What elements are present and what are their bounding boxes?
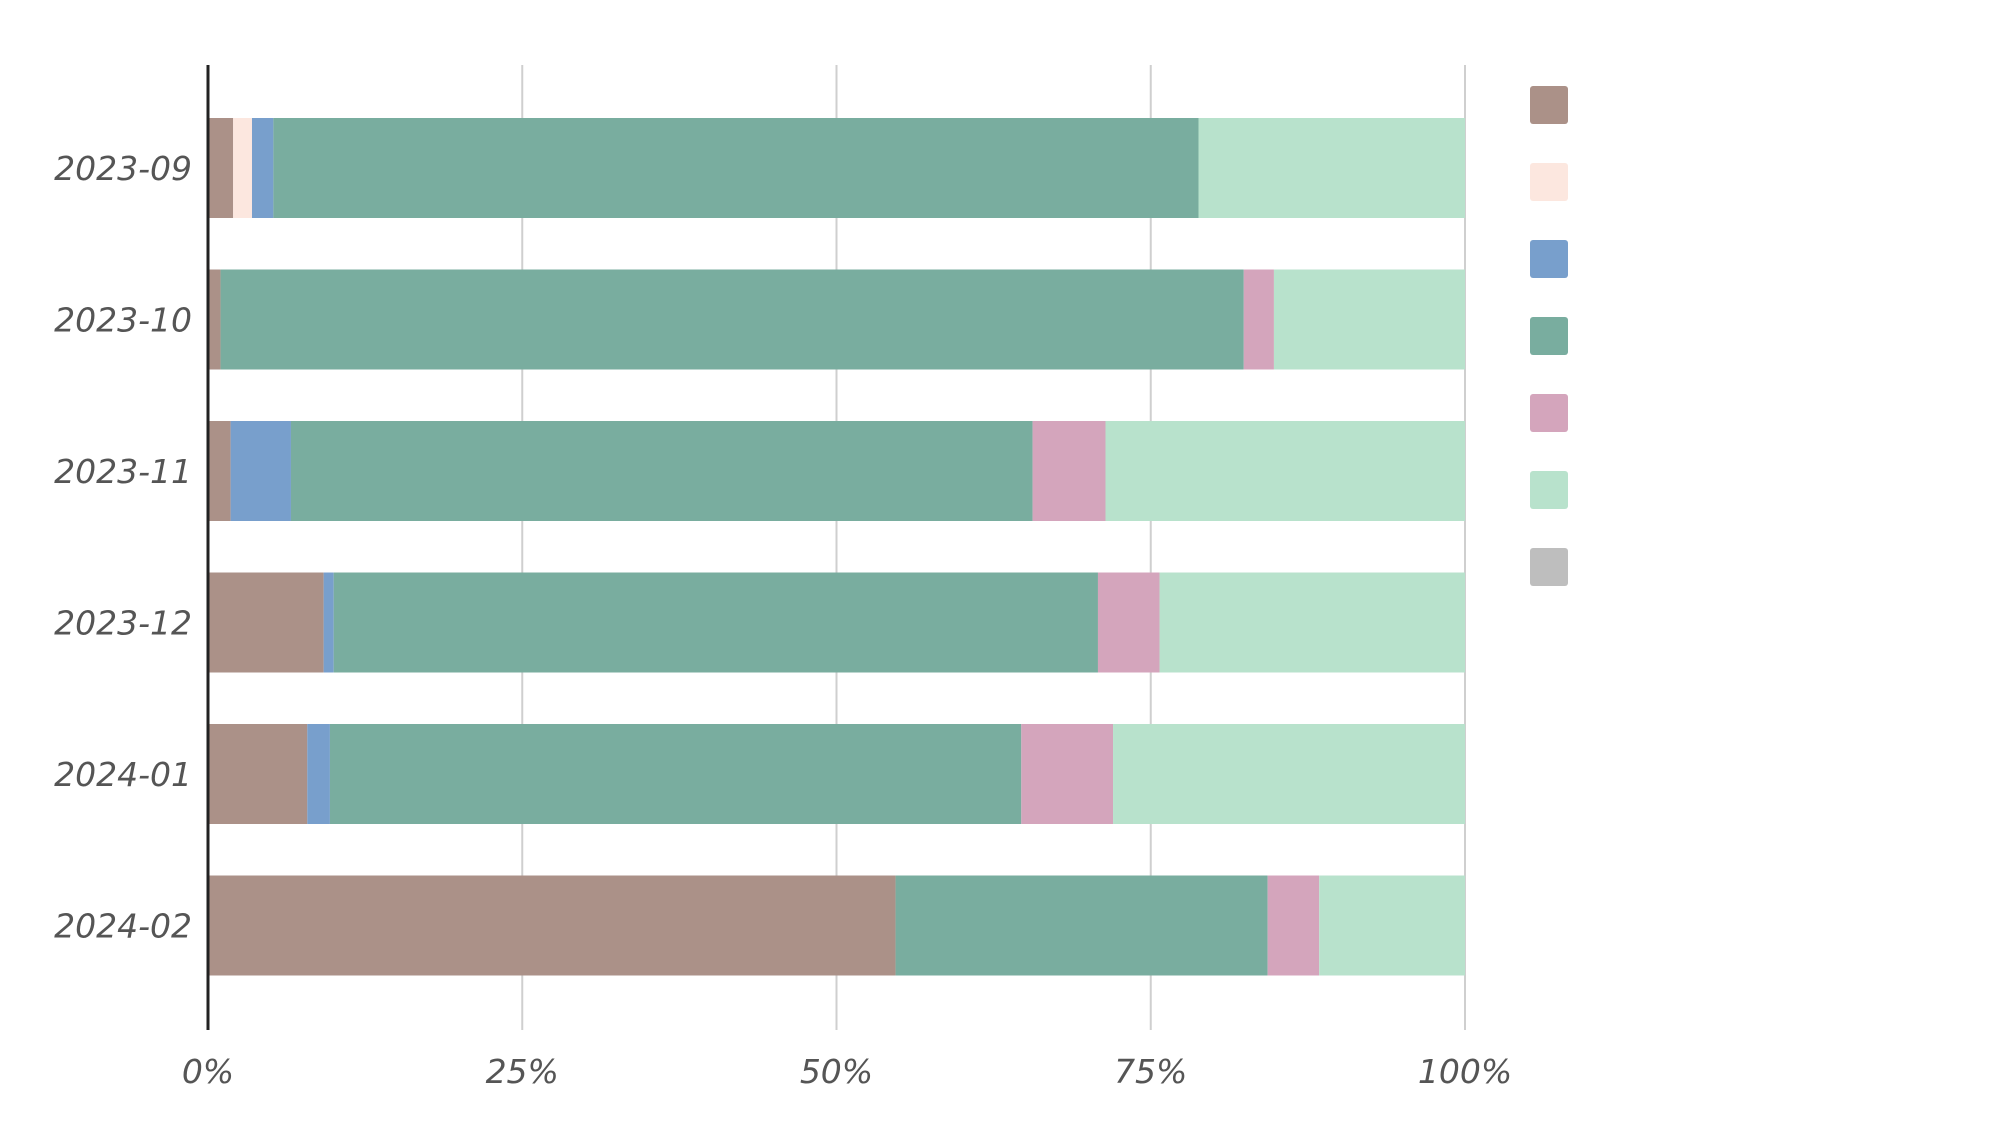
legend-item bbox=[1530, 220, 1742, 297]
legend-swatch bbox=[1530, 162, 1568, 201]
bar-segment bbox=[1267, 875, 1320, 976]
legend-item bbox=[1530, 297, 1742, 374]
bar-segment bbox=[273, 118, 1199, 218]
legend-label-redacted bbox=[1592, 86, 1742, 123]
bars bbox=[208, 118, 1465, 976]
legend-item bbox=[1530, 143, 1742, 220]
legend-swatch bbox=[1530, 85, 1568, 124]
y-tick-label: 2023-11 bbox=[54, 452, 192, 491]
legend-label-redacted bbox=[1592, 548, 1742, 585]
x-tick-labels: 0% 25% 50% 75% 100% bbox=[182, 1052, 1512, 1091]
bar-segment bbox=[1243, 269, 1274, 370]
legend-swatch bbox=[1530, 393, 1568, 432]
x-tick-label: 75% bbox=[1114, 1052, 1187, 1091]
x-tick-label: 25% bbox=[486, 1052, 559, 1091]
legend bbox=[1530, 66, 1742, 605]
y-tick-labels: 2023-09 2023-10 2023-11 2023-12 2024-01 2024-… bbox=[54, 149, 192, 946]
legend-swatch bbox=[1530, 470, 1568, 509]
bar-segment bbox=[1273, 269, 1465, 370]
legend-label-redacted bbox=[1592, 240, 1742, 277]
bar-segment bbox=[208, 572, 324, 673]
bar-segment bbox=[290, 421, 1033, 521]
bar-segment bbox=[333, 572, 1098, 673]
bar-segment bbox=[1032, 421, 1106, 521]
bar-segment bbox=[329, 724, 1022, 824]
bar-segment bbox=[1198, 118, 1465, 218]
bar-segment bbox=[208, 269, 221, 370]
legend-item bbox=[1530, 66, 1742, 143]
bar-segment bbox=[307, 724, 330, 824]
bar-segment bbox=[1105, 421, 1465, 521]
legend-item bbox=[1530, 374, 1742, 451]
x-tick-label: 50% bbox=[800, 1052, 873, 1091]
bar-segment bbox=[208, 421, 231, 521]
x-tick-label: 0% bbox=[182, 1052, 234, 1091]
bar-segment bbox=[208, 724, 308, 824]
legend-label-redacted bbox=[1592, 163, 1742, 200]
bar-segment bbox=[1097, 572, 1160, 673]
y-tick-label: 2023-09 bbox=[54, 149, 192, 188]
legend-item bbox=[1530, 451, 1742, 528]
legend-label-redacted bbox=[1592, 394, 1742, 431]
bar-segment bbox=[323, 572, 334, 673]
bar-segment bbox=[230, 421, 291, 521]
y-tick-label: 2023-10 bbox=[54, 301, 192, 340]
bar-segment bbox=[208, 118, 234, 218]
bar-segment bbox=[1159, 572, 1465, 673]
bar-segment bbox=[220, 269, 1244, 370]
x-tick-label: 100% bbox=[1418, 1052, 1512, 1091]
bar-segment bbox=[895, 875, 1268, 976]
y-tick-label: 2024-01 bbox=[54, 755, 192, 794]
bar-segment bbox=[1021, 724, 1114, 824]
bar-segment bbox=[251, 118, 274, 218]
bar-segment bbox=[1113, 724, 1465, 824]
y-tick-label: 2023-12 bbox=[54, 604, 192, 643]
y-tick-label: 2024-02 bbox=[54, 907, 192, 946]
legend-swatch bbox=[1530, 547, 1568, 586]
grid-lines bbox=[521, 65, 1466, 1030]
bar-segment bbox=[1319, 875, 1465, 976]
legend-swatch bbox=[1530, 316, 1568, 355]
bar-segment bbox=[208, 875, 896, 976]
legend-label-redacted bbox=[1592, 471, 1742, 508]
legend-swatch bbox=[1530, 239, 1568, 278]
bar-segment bbox=[233, 118, 252, 218]
legend-label-redacted bbox=[1592, 317, 1742, 354]
legend-item bbox=[1530, 528, 1742, 605]
